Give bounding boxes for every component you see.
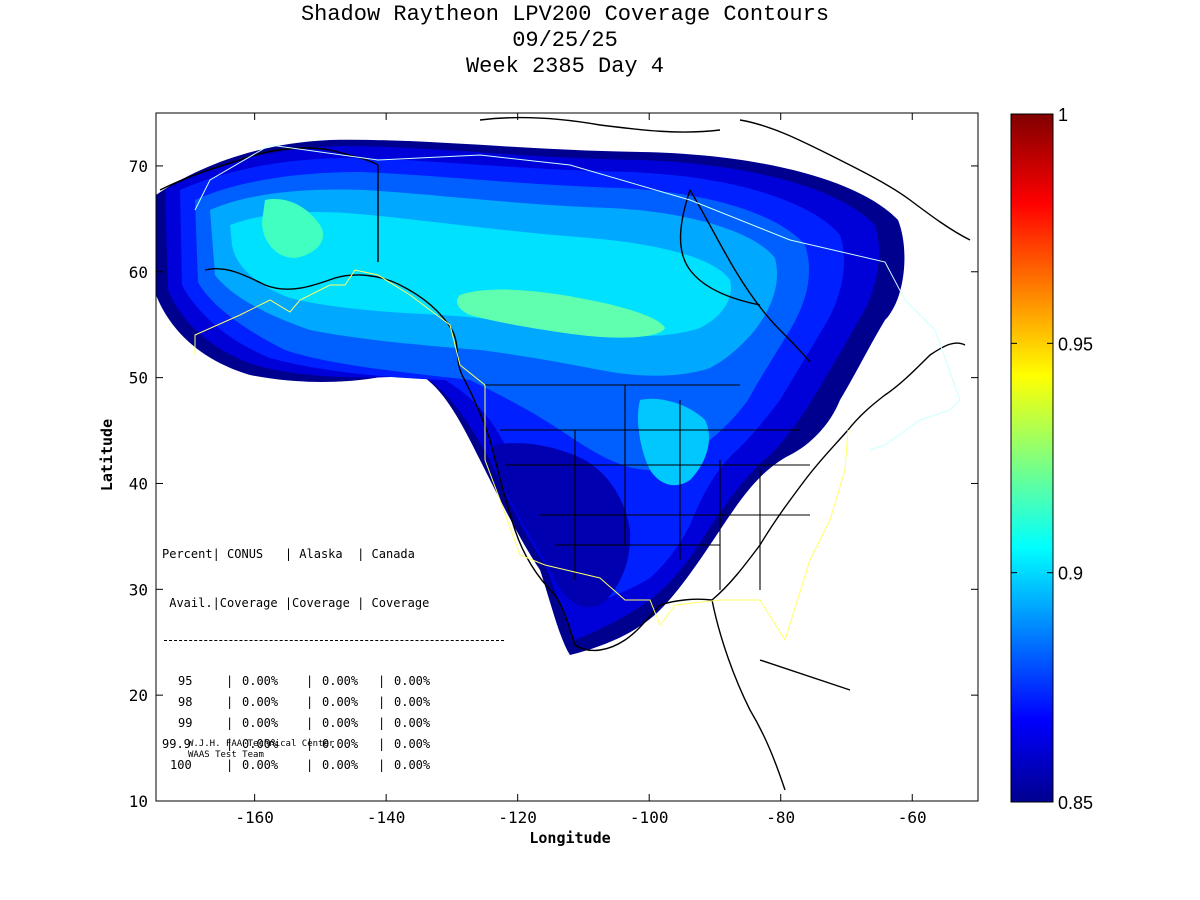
table-cell-alaska: 0.00%	[322, 737, 359, 751]
colorbar	[1010, 113, 1054, 803]
x-tick-label: -60	[898, 808, 927, 827]
table-separator: |	[226, 716, 234, 730]
table-cell-avail: 100	[170, 758, 192, 772]
table-separator: |	[306, 695, 314, 709]
table-row: | | | 95 0.00% 0.00% 0.00%	[162, 674, 504, 695]
x-axis: -160 -140 -120 -100 -80 -60	[235, 113, 927, 827]
table-cell-conus: 0.00%	[242, 695, 279, 709]
plot-frame	[155, 112, 979, 802]
table-cell-avail: 95	[178, 674, 193, 688]
table-divider	[164, 640, 504, 641]
table-cell-canada: 0.00%	[394, 695, 431, 709]
colorbar-ticks: 0.85 0.9 0.95 1	[1011, 105, 1093, 813]
table-separator: |	[226, 737, 234, 751]
y-tick-label: 70	[129, 157, 148, 176]
table-row: | | | 100 0.00% 0.00% 0.00%	[162, 758, 504, 779]
table-cell-alaska: 0.00%	[322, 674, 359, 688]
contour-level-7	[262, 199, 324, 258]
table-separator: |	[226, 695, 234, 709]
table-separator: |	[378, 737, 386, 751]
colorbar-tick-label: 0.9	[1058, 564, 1083, 584]
us-state-grid	[485, 384, 810, 590]
y-axis-label: Latitude	[98, 419, 116, 491]
table-row: | | | 99 0.00% 0.00% 0.00%	[162, 716, 504, 737]
table-separator: |	[226, 758, 234, 772]
colorbar-tick-label: 0.95	[1058, 334, 1093, 354]
fir-boundaries	[194, 144, 961, 642]
table-separator: |	[378, 695, 386, 709]
x-tick-label: -140	[367, 808, 406, 827]
table-cell-conus: 0.00%	[242, 737, 279, 751]
table-separator: |	[306, 758, 314, 772]
table-cell-conus: 0.00%	[242, 716, 279, 730]
table-separator: |	[378, 674, 386, 688]
credit-block: W.J.H. FAA Technical Center WAAS Test Te…	[188, 739, 334, 761]
table-cell-canada: 0.00%	[394, 716, 431, 730]
table-cell-canada: 0.00%	[394, 674, 431, 688]
colorbar-tick-label: 0.85	[1058, 793, 1093, 813]
y-tick-label: 40	[129, 474, 148, 493]
y-tick-label: 50	[129, 369, 148, 388]
credit-line-2: WAAS Test Team	[188, 750, 264, 760]
y-tick-label: 10	[129, 792, 148, 811]
table-separator: |	[226, 674, 234, 688]
table-cell-avail: 99.9	[162, 737, 191, 751]
y-axis: 10 20 30 40 50 60 70	[129, 157, 978, 811]
table-cell-avail: 99	[178, 716, 193, 730]
x-tick-label: -160	[235, 808, 274, 827]
coverage-table: Percent| CONUS | Alaska | Canada Avail.|…	[162, 519, 504, 793]
table-row: | | | 98 0.00% 0.00% 0.00%	[162, 695, 504, 716]
table-cell-conus: 0.00%	[242, 674, 279, 688]
chart-date: 09/25/25	[512, 28, 618, 53]
credit-line-1: W.J.H. FAA Technical Center	[188, 739, 335, 749]
table-cell-canada: 0.00%	[394, 758, 431, 772]
coastlines	[159, 116, 971, 791]
table-cell-avail: 98	[178, 695, 193, 709]
table-cell-alaska: 0.00%	[322, 716, 359, 730]
contour-level-9	[638, 398, 710, 486]
table-separator: |	[306, 674, 314, 688]
table-separator: |	[306, 716, 314, 730]
x-tick-label: -100	[630, 808, 669, 827]
table-cell-canada: 0.00%	[394, 737, 431, 751]
table-rows: | | | 95 0.00% 0.00% 0.00% | | | 98 0.00% 0.00% 0.00%…	[162, 674, 504, 779]
y-tick-label: 30	[129, 580, 148, 599]
contour-level-10	[493, 443, 631, 608]
x-tick-label: -80	[766, 808, 795, 827]
colorbar-tick-label: 1	[1058, 105, 1068, 125]
x-tick-label: -120	[498, 808, 537, 827]
y-tick-label: 20	[129, 686, 148, 705]
y-tick-label: 60	[129, 263, 148, 282]
table-cell-conus: 0.00%	[242, 758, 279, 772]
contour-level-8	[457, 289, 665, 338]
table-separator: |	[378, 716, 386, 730]
table-cell-alaska: 0.00%	[322, 695, 359, 709]
table-separator: |	[306, 737, 314, 751]
table-row: | | | 99.9 0.00% 0.00% 0.00%	[162, 737, 504, 758]
chart-week: Week 2385 Day 4	[465, 54, 665, 79]
coverage-map	[156, 116, 971, 791]
chart-title: Shadow Raytheon LPV200 Coverage Contours	[300, 2, 830, 27]
table-separator: |	[378, 758, 386, 772]
table-header-row-2: Avail.|Coverage |Coverage | Coverage	[162, 596, 430, 610]
x-axis-label: Longitude	[529, 829, 610, 847]
table-cell-alaska: 0.00%	[322, 758, 359, 772]
table-header-row-1: Percent| CONUS | Alaska | Canada	[162, 547, 415, 561]
